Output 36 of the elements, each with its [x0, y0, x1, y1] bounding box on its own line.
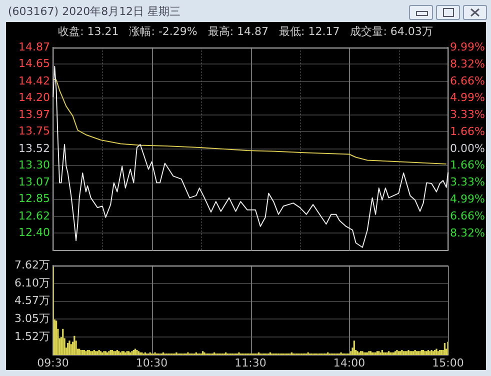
- y-tick-label: 12.62: [18, 209, 50, 222]
- y-tick-label: 14.65: [18, 56, 50, 70]
- y-tick-label: 12.85: [18, 192, 50, 206]
- chart-subtitle: 收盘: 13.21 涨幅: -2.29% 最高: 14.87 最低: 12.17 成交量: 64.03万: [57, 24, 434, 39]
- y-tick-label: 13.75: [18, 124, 50, 138]
- x-tick-label: 10:30: [136, 356, 168, 370]
- y2-tick-label: 6.66%: [450, 209, 485, 222]
- y-tick-label: 6.10万: [14, 276, 50, 290]
- y2-tick-label: 3.33%: [450, 176, 485, 189]
- y2-tick-label: 0.00%: [450, 142, 485, 155]
- y-tick-label: 12.40: [18, 226, 50, 239]
- y2-tick-label: 8.32%: [450, 226, 485, 240]
- x-tick-label: 15:00: [432, 356, 464, 370]
- y2-tick-label: 4.99%: [450, 192, 485, 206]
- y-tick-label: 14.42: [18, 74, 50, 88]
- y2-tick-label: 4.99%: [450, 91, 485, 104]
- y-tick-label: 3.05万: [14, 312, 50, 326]
- x-tick-label: 11:30: [234, 356, 266, 370]
- y-tick-label: 13.97: [18, 108, 50, 122]
- y2-tick-label: 1.66%: [450, 125, 485, 138]
- chart-title: (603167) 2020年8月12日 星期三: [8, 4, 181, 19]
- y-tick-label: 1.52万: [14, 330, 50, 344]
- y2-tick-label: 6.66%: [450, 74, 485, 88]
- x-tick-label: 09:30: [37, 356, 69, 370]
- y2-tick-label: 9.99%: [450, 40, 485, 54]
- y-tick-label: 14.87: [18, 40, 50, 54]
- y-tick-label: 13.52: [18, 142, 50, 155]
- y-tick-label: 14.20: [18, 90, 50, 104]
- x-tick-label: 14:00: [333, 356, 366, 370]
- y-tick-label: 4.57万: [14, 294, 50, 308]
- y-tick-label: 13.30: [18, 158, 50, 172]
- y-tick-label: 13.07: [18, 176, 50, 189]
- y-tick-label: 7.62万: [14, 258, 50, 272]
- y2-tick-label: 3.33%: [450, 108, 485, 122]
- y2-tick-label: 8.32%: [450, 57, 485, 70]
- y2-tick-label: 1.66%: [450, 158, 485, 172]
